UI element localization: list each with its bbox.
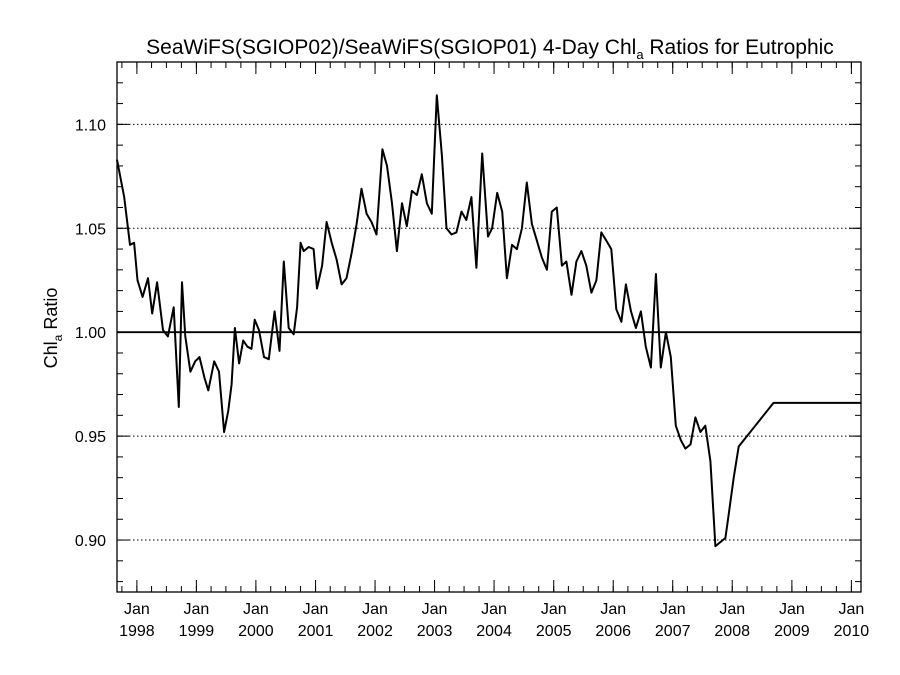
- series-layer: [116, 94, 861, 548]
- tick-layer: [117, 61, 861, 592]
- x-tick-year-label: 2001: [298, 623, 334, 640]
- chart-title: SeaWiFS(SGIOP02)/SeaWiFS(SGIOP01) 4-Day …: [146, 36, 834, 62]
- y-tick-label: 1.00: [75, 325, 106, 342]
- y-tick-label: 1.05: [75, 221, 106, 238]
- chart-title-subscript: a: [636, 47, 644, 62]
- x-tick-year-label: 2004: [476, 623, 512, 640]
- chart-title-tail: Ratios for Eutrophic: [644, 36, 834, 59]
- x-tick-month-label: Jan: [243, 601, 269, 618]
- x-tick-month-label: Jan: [362, 601, 388, 618]
- x-tick-year-label: 2000: [238, 623, 274, 640]
- x-tick-month-label: Jan: [124, 601, 150, 618]
- x-tick-year-label: 2009: [774, 623, 810, 640]
- x-tick-month-label: Jan: [838, 601, 864, 618]
- x-tick-month-label: Jan: [303, 601, 329, 618]
- x-tick-month-label: Jan: [481, 601, 507, 618]
- x-tick-month-label: Jan: [779, 601, 805, 618]
- y-tick-label: 0.90: [75, 533, 106, 550]
- ratio-series-line: [116, 94, 861, 548]
- y-axis-label-subscript: a: [51, 334, 65, 341]
- y-axis-label: Chla Ratio: [41, 288, 65, 369]
- x-tick-year-label: 2005: [536, 623, 572, 640]
- x-tick-year-label: 2003: [417, 623, 453, 640]
- x-tick-year-label: 1998: [119, 623, 155, 640]
- x-tick-month-label: Jan: [600, 601, 626, 618]
- x-tick-year-label: 1999: [179, 623, 215, 640]
- label-layer: 0.90 0.95 1.00 1.05 1.10 Jan 1998 Jan 1999 Jan 200…: [75, 117, 869, 640]
- x-tick-month-label: Jan: [719, 601, 745, 618]
- grid-layer: [117, 123, 861, 541]
- x-tick-year-label: 2006: [595, 623, 631, 640]
- x-tick-year-label: 2008: [714, 623, 750, 640]
- y-tick-label: 0.95: [75, 429, 106, 446]
- x-tick-month-label: Jan: [422, 601, 448, 618]
- x-tick-month-label: Jan: [183, 601, 209, 618]
- y-axis-label-tail: Ratio: [41, 288, 61, 335]
- x-tick-month-label: Jan: [660, 601, 686, 618]
- x-tick-year-label: 2010: [834, 623, 870, 640]
- chart-title-main: SeaWiFS(SGIOP02)/SeaWiFS(SGIOP01) 4-Day …: [146, 36, 636, 59]
- y-axis-label-main: Chl: [41, 341, 61, 368]
- y-tick-label: 1.10: [75, 117, 106, 134]
- x-tick-year-label: 2007: [655, 623, 691, 640]
- x-tick-year-label: 2002: [357, 623, 393, 640]
- x-tick-month-label: Jan: [541, 601, 567, 618]
- plot-frame: [116, 61, 862, 593]
